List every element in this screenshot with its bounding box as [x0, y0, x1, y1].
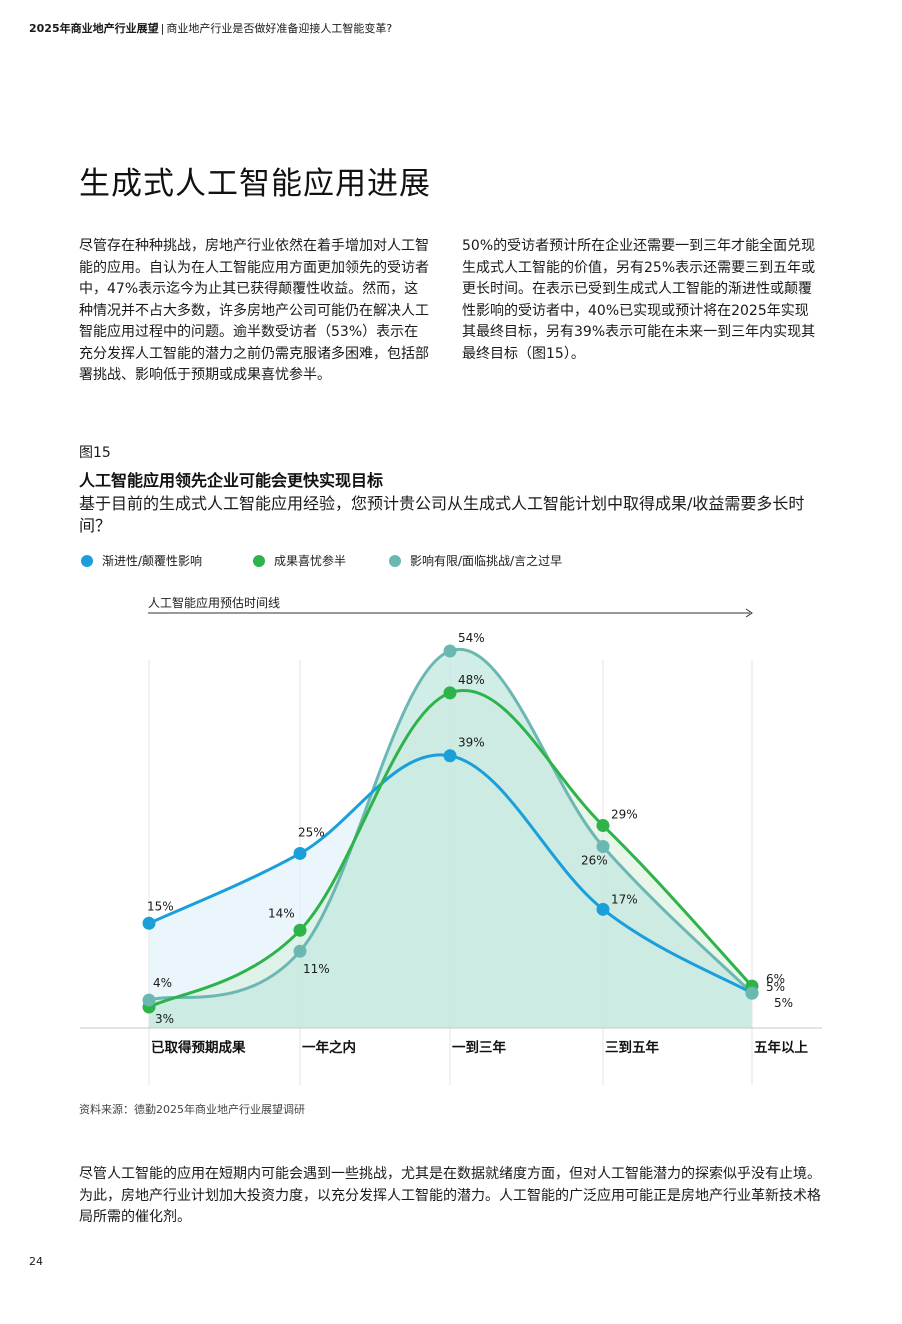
section-title: 生成式人工智能应用进展 — [79, 166, 431, 202]
x-tick-label-2: 一到三年 — [452, 1039, 506, 1056]
legend-item-mixed: 成果喜忧参半 — [253, 552, 346, 569]
figure-title: 人工智能应用领先企业可能会更快实现目标 — [79, 471, 384, 490]
data-label-series-0-1: 25% — [298, 825, 325, 839]
x-tick-label-1: 一年之内 — [302, 1039, 356, 1056]
timeline-line-chart: 人工智能应用预估时间线 15% 25% 39% 17% 5% 3% 14% 48% 29% 6% 4… — [80, 595, 822, 1085]
header-separator: | — [160, 22, 165, 35]
data-labels: 15% 25% 39% 17% 5% 3% 14% 48% 29% 6% 4% 11% 54% 26% 5% — [147, 631, 793, 1026]
data-label-series-2-1: 11% — [303, 962, 330, 976]
figure-source: 资料来源：德勤2025年商业地产行业展望调研 — [79, 1103, 305, 1116]
series-points — [142, 644, 759, 1014]
legend-label-mixed: 成果喜忧参半 — [274, 554, 347, 568]
body-paragraph-right: 50%的受访者预计所在企业还需要一到三年才能全面兑现生成式人工智能的价值，另有2… — [462, 238, 816, 362]
x-tick-label-4: 五年以上 — [754, 1039, 808, 1056]
x-tick-label-0: 已取得预期成果 — [151, 1039, 246, 1056]
data-label-series-2-0: 4% — [153, 976, 172, 990]
figure-label: 图15 — [79, 445, 111, 461]
point-series-2-2 — [443, 644, 457, 658]
point-series-1-3 — [596, 819, 610, 833]
timeline-arrow-head — [745, 608, 753, 618]
legend-dot-limited — [389, 554, 401, 567]
page-number: 24 — [29, 1255, 43, 1268]
point-series-0-0 — [142, 916, 156, 930]
data-label-series-1-4: 6% — [766, 972, 785, 986]
x-axis-labels: 已取得预期成果 一年之内 一到三年 三到五年 五年以上 — [151, 1039, 808, 1056]
point-series-2-1 — [293, 944, 307, 958]
figure-subtitle: 基于目前的生成式人工智能应用经验，您预计贵公司从生成式人工智能计划中取得成果/收… — [79, 494, 805, 535]
timeline-label: 人工智能应用预估时间线 — [148, 595, 280, 610]
point-series-2-4 — [745, 986, 759, 1000]
data-label-series-2-4: 5% — [766, 980, 785, 994]
point-series-1-1 — [293, 923, 307, 937]
legend-dot-mixed — [253, 554, 265, 567]
x-tick-label-3: 三到五年 — [605, 1039, 659, 1056]
point-series-2-3 — [596, 839, 610, 853]
legend-item-limited: 影响有限/面临挑战/言之过早 — [389, 552, 562, 569]
data-label-series-2-3: 26% — [581, 853, 608, 867]
data-label-series-1-3: 29% — [611, 808, 638, 822]
data-label-series-0-2: 39% — [458, 736, 485, 750]
data-label-series-0-4: 5% — [774, 996, 793, 1010]
data-label-series-0-3: 17% — [611, 892, 638, 906]
data-label-series-2-2: 54% — [458, 631, 485, 645]
point-series-1-2 — [443, 686, 457, 700]
report-subtitle: 商业地产行业是否做好准备迎接人工智能变革? — [166, 22, 393, 35]
body-paragraph-bottom: 尽管人工智能的应用在短期内可能会遇到一些挑战，尤其是在数据就绪度方面，但对人工智… — [79, 1166, 821, 1225]
data-label-series-1-1: 14% — [268, 906, 295, 920]
legend-label-limited: 影响有限/面临挑战/言之过早 — [410, 554, 563, 568]
data-label-series-0-0: 15% — [147, 899, 174, 913]
data-label-series-1-2: 48% — [458, 673, 485, 687]
report-title: 2025年商业地产行业展望 — [29, 22, 159, 35]
body-paragraph-left: 尽管存在种种挑战，房地产行业依然在着手增加对人工智能的应用。自认为在人工智能应用… — [79, 238, 429, 383]
area-series-2 — [149, 649, 752, 1028]
point-series-0-2 — [443, 749, 457, 763]
point-series-0-3 — [596, 902, 610, 916]
data-label-series-1-0: 3% — [155, 1012, 174, 1026]
legend-label-disruptive: 渐进性/颠覆性影响 — [102, 554, 203, 568]
running-header: 2025年商业地产行业展望 | 商业地产行业是否做好准备迎接人工智能变革? — [29, 20, 392, 36]
legend-dot-disruptive — [81, 554, 93, 567]
legend-item-disruptive: 渐进性/颠覆性影响 — [81, 552, 202, 569]
point-series-0-1 — [293, 846, 307, 860]
point-series-2-0 — [142, 993, 156, 1007]
series-areas — [149, 649, 752, 1028]
